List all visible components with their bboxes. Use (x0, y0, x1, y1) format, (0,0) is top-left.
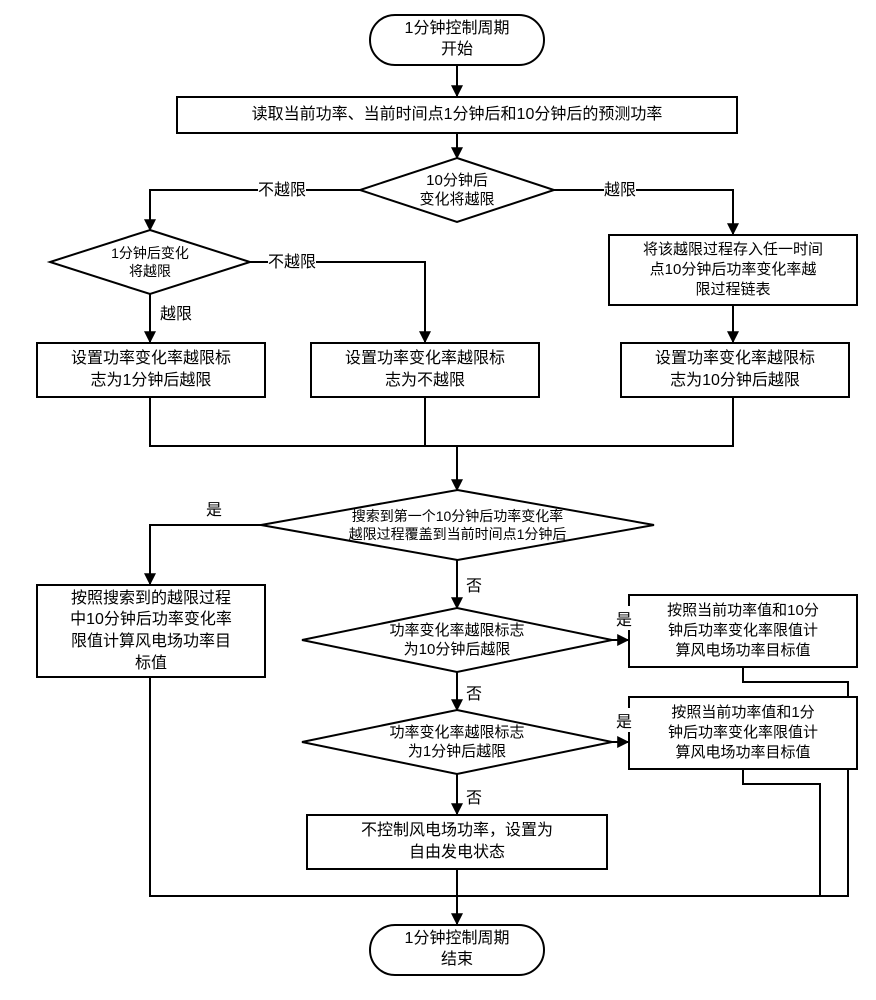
label-d10-no: 不越限 (258, 176, 306, 200)
calc-right1-process: 按照当前功率值和10分钟后功率变化率限值计算风电场功率目标值 (628, 594, 858, 668)
end-terminal: 1分钟控制周期结束 (369, 924, 545, 976)
calcR2-text: 按照当前功率值和1分钟后功率变化率限值计算风电场功率目标值 (668, 703, 818, 764)
decision-search: 搜索到第一个10分钟后功率变化率越限过程覆盖到当前时间点1分钟后 (261, 490, 654, 560)
label-flag1-yes: 是 (616, 708, 632, 732)
calcLeft-text: 按照搜索到的越限过程中10分钟后功率变化率限值计算风电场功率目标值 (70, 588, 232, 674)
flag1-text: 设置功率变化率越限标志为1分钟后越限 (71, 348, 231, 391)
store-process: 将该越限过程存入任一时间点10分钟后功率变化率越限过程链表 (608, 234, 858, 306)
calcR1-text: 按照当前功率值和10分钟后功率变化率限值计算风电场功率目标值 (667, 601, 819, 662)
decision-flag10: 功率变化率越限标志为10分钟后越限 (302, 608, 612, 672)
start-text: 1分钟控制周期开始 (405, 19, 510, 61)
nocontrol-process: 不控制风电场功率，设置为自由发电状态 (306, 814, 608, 870)
label-d1-yes: 越限 (160, 300, 192, 324)
label-flag10-yes: 是 (616, 606, 632, 630)
label-d10-yes: 越限 (604, 176, 636, 200)
label-flag1-no: 否 (466, 784, 482, 808)
decision-flag1: 功率变化率越限标志为1分钟后越限 (302, 710, 612, 774)
nocontrol-text: 不控制风电场功率，设置为自由发电状态 (361, 820, 553, 863)
dsearch-text: 搜索到第一个10分钟后功率变化率越限过程覆盖到当前时间点1分钟后 (349, 507, 567, 543)
read-process: 读取当前功率、当前时间点1分钟后和10分钟后的预测功率 (176, 96, 738, 134)
label-search-no: 否 (466, 572, 482, 596)
d1-text: 1分钟后变化将越限 (111, 244, 189, 280)
label-search-yes: 是 (206, 496, 222, 520)
flag-1min-process: 设置功率变化率越限标志为1分钟后越限 (36, 342, 266, 398)
end-text: 1分钟控制周期结束 (405, 929, 510, 971)
flag-none-process: 设置功率变化率越限标志为不越限 (310, 342, 540, 398)
read-text: 读取当前功率、当前时间点1分钟后和10分钟后的预测功率 (252, 104, 663, 126)
flag-10min-process: 设置功率变化率越限标志为10分钟后越限 (620, 342, 850, 398)
flagNo-text: 设置功率变化率越限标志为不越限 (345, 348, 505, 391)
dflag10-text: 功率变化率越限标志为10分钟后越限 (389, 621, 524, 660)
decision-1min: 1分钟后变化将越限 (50, 230, 250, 294)
decision-10min: 10分钟后变化将越限 (360, 158, 554, 222)
store-text: 将该越限过程存入任一时间点10分钟后功率变化率越限过程链表 (643, 240, 823, 301)
calc-left-process: 按照搜索到的越限过程中10分钟后功率变化率限值计算风电场功率目标值 (36, 584, 266, 678)
d10-text: 10分钟后变化将越限 (419, 171, 494, 210)
label-d1-no: 不越限 (268, 248, 316, 272)
start-terminal: 1分钟控制周期开始 (369, 14, 545, 66)
dflag1-text: 功率变化率越限标志为1分钟后越限 (389, 723, 524, 762)
calc-right2-process: 按照当前功率值和1分钟后功率变化率限值计算风电场功率目标值 (628, 696, 858, 770)
label-flag10-no: 否 (466, 680, 482, 704)
flag10-text: 设置功率变化率越限标志为10分钟后越限 (655, 348, 815, 391)
